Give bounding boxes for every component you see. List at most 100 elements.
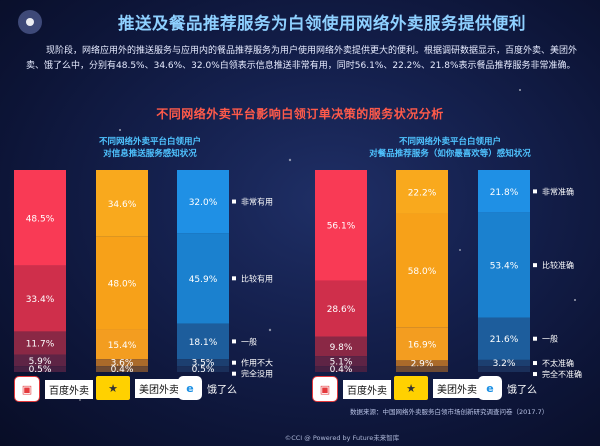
brand-label: 美团外卖 (135, 378, 183, 398)
legend-bullet-2-2 (533, 263, 537, 268)
bar-segment-1-3-1 (177, 170, 229, 234)
value-label-1-3-5: 0.5% (192, 365, 215, 375)
bar-segment-1-2-5 (96, 366, 148, 372)
legend-label-2-3: 一般 (542, 334, 558, 344)
value-label-1-3-1: 32.0% (189, 198, 218, 208)
legend-bullet-1-2 (232, 276, 236, 281)
value-label-1-1-4: 5.9% (29, 357, 52, 367)
value-label-2-2-2: 58.0% (408, 267, 437, 277)
bar-segment-2-3-4 (478, 359, 530, 367)
bar-segment-1-1-5 (14, 366, 66, 372)
bar-segment-2-2-2 (396, 213, 448, 328)
legend-label-2-2: 比较准确 (542, 260, 574, 270)
value-label-1-1-2: 33.4% (26, 295, 55, 305)
legend-label-1-3: 一般 (241, 336, 257, 346)
bar-segment-2-1-4 (315, 356, 367, 367)
legend-label-1-2: 比较有用 (241, 273, 273, 283)
legend-bullet-2-4 (533, 361, 537, 366)
bar-segment-2-1-2 (315, 280, 367, 337)
bar-segment-2-2-3 (396, 327, 448, 361)
value-label-2-2-1: 22.2% (408, 188, 437, 198)
value-label-2-2-3: 16.9% (408, 340, 437, 350)
legend-label-2-4: 不太准确 (542, 358, 574, 368)
section-title: 不同网络外卖平台影响白领订单决策的服务状况分析 (156, 107, 444, 121)
baidu-logo-icon: ▣ (312, 376, 338, 402)
chart-subtitle-left-line1: 不同网络外卖平台白领用户 (98, 137, 201, 147)
chart-subtitle-left-line2: 对信息推送服务感知状况 (103, 149, 197, 159)
brand-meituan-left: ★ 美团外卖 (96, 376, 183, 400)
eleme-logo-icon: e (478, 376, 502, 400)
value-label-2-3-4: 3.2% (493, 359, 516, 369)
bar-segment-1-2-3 (96, 329, 148, 360)
bar-segment-1-1-4 (14, 354, 66, 367)
value-label-1-1-1: 48.5% (26, 214, 55, 224)
baidu-logo-icon: ▣ (14, 376, 40, 402)
value-label-2-1-1: 56.1% (327, 222, 356, 232)
bar-segment-2-3-5 (478, 366, 530, 372)
value-label-2-3-3: 21.6% (490, 335, 519, 345)
bar-segment-1-2-2 (96, 236, 148, 330)
value-label-1-2-5: 0.4% (111, 365, 134, 375)
bar-segment-2-1-5 (315, 366, 367, 372)
bar-segment-1-3-4 (177, 359, 229, 367)
bar-segment-1-2-1 (96, 170, 148, 237)
bar-segment-1-3-3 (177, 323, 229, 360)
bar-segment-2-2-5 (396, 366, 448, 372)
value-label-1-2-4: 3.6% (111, 359, 134, 369)
value-label-1-2-2: 48.0% (108, 280, 137, 290)
value-label-1-3-3: 18.1% (189, 338, 218, 348)
value-label-1-2-3: 15.4% (108, 341, 137, 351)
brand-meituan-right: ★ 美团外卖 (394, 376, 481, 400)
meituan-logo-icon: ★ (394, 376, 428, 400)
bar-segment-2-3-3 (478, 317, 530, 360)
legend-bullet-2-1 (533, 189, 537, 194)
legend-bullet-2-3 (533, 336, 537, 341)
value-label-2-1-4: 5.1% (330, 358, 353, 368)
intro-paragraph: 现阶段，网络应用外的推送服务与应用内的餐品推荐服务为用户使用网络外卖提供更大的便… (26, 46, 578, 71)
bar-segment-1-1-1 (14, 170, 66, 266)
value-label-2-3-1: 21.8% (490, 188, 519, 198)
brand-baidu-right: ▣ 百度外卖 (312, 376, 391, 402)
bar-segment-2-1-3 (315, 336, 367, 357)
brand-label: 百度外卖 (343, 379, 391, 399)
value-label-1-2-1: 34.6% (108, 200, 137, 210)
legend-label-1-4: 作用不大 (241, 358, 273, 368)
bar-segment-1-3-2 (177, 233, 229, 324)
value-label-2-3-2: 53.4% (490, 262, 519, 272)
brand-label: 美团外卖 (433, 378, 481, 398)
meituan-logo-icon: ★ (96, 376, 130, 400)
bar-segment-2-3-1 (478, 170, 530, 213)
bar-segment-2-3-2 (478, 212, 530, 318)
value-label-2-1-2: 28.6% (327, 305, 356, 315)
value-label-2-1-5: 0.4% (330, 365, 353, 375)
value-label-1-1-5: 0.5% (29, 365, 52, 375)
bar-segment-1-1-2 (14, 265, 66, 332)
brand-label: 饿了么 (507, 384, 537, 396)
legend-bullet-1-4 (232, 360, 236, 365)
value-label-1-1-3: 11.7% (26, 339, 55, 349)
legend-bullet-1-1 (232, 199, 236, 204)
brand-label: 饿了么 (207, 384, 237, 396)
brand-eleme-left: e 饿了么 (178, 376, 237, 400)
legend-bullet-1-3 (232, 339, 236, 344)
value-label-2-2-4: 2.9% (411, 359, 434, 369)
brand-label: 百度外卖 (45, 379, 93, 399)
legend-label-2-1: 非常准确 (542, 186, 574, 196)
value-label-1-3-2: 45.9% (189, 275, 218, 285)
legend-bullet-1-5 (232, 371, 236, 376)
legend-label-1-1: 非常有用 (241, 197, 273, 207)
bar-segment-2-2-1 (396, 170, 448, 214)
bar-segment-1-3-5 (177, 366, 229, 372)
legend-bullet-2-5 (533, 372, 537, 377)
bar-segment-1-2-4 (96, 359, 148, 367)
chart-subtitle-right-line2: 对餐品推荐服务（如你最喜欢等）感知状况 (369, 149, 531, 159)
chart-subtitle-right: 不同网络外卖平台白领用户 对餐品推荐服务（如你最喜欢等）感知状况 (320, 136, 580, 160)
value-label-1-3-4: 3.5% (192, 359, 215, 369)
value-label-2-1-3: 9.8% (330, 343, 353, 353)
data-source: 数据来源：中国网络外卖服务白领市场创新研究调查问卷（2017.7） (350, 408, 549, 416)
bar-segment-2-2-4 (396, 360, 448, 367)
legend-label-1-5: 完全没用 (241, 369, 273, 379)
page-title: 推送及餐品推荐服务为白领使用网络外卖服务提供便利 (118, 14, 526, 33)
chart-subtitle-right-line1: 不同网络外卖平台白领用户 (398, 137, 501, 147)
